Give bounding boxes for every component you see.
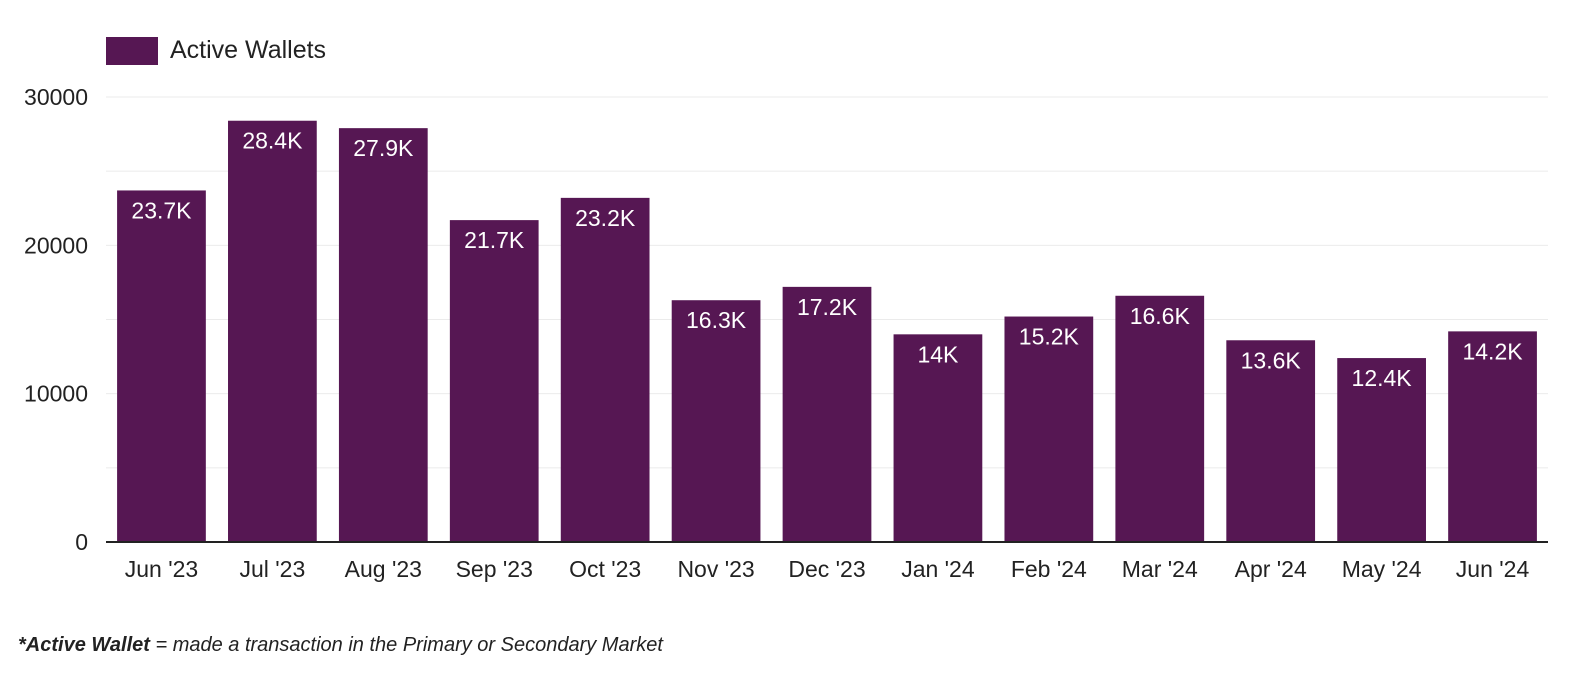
x-tick-label: Feb '24	[1011, 556, 1087, 582]
bar	[228, 120, 317, 542]
data-label: 13.6K	[1241, 347, 1302, 373]
x-tick-label: Sep '23	[456, 556, 533, 582]
x-tick-label: Jul '23	[240, 556, 306, 582]
x-tick-label: Jan '24	[901, 556, 975, 582]
bar	[1004, 316, 1094, 542]
data-label: 23.7K	[131, 197, 192, 223]
x-tick-label: Aug '23	[345, 556, 422, 582]
x-tick-label: Nov '23	[677, 556, 754, 582]
bar	[560, 197, 650, 542]
data-label: 17.2K	[797, 294, 858, 320]
footnote-term: *Active Wallet	[18, 634, 150, 656]
data-label: 14.2K	[1462, 338, 1523, 364]
x-tick-label: May '24	[1342, 556, 1422, 582]
data-label: 14K	[917, 341, 959, 367]
bar	[1115, 295, 1205, 542]
legend-swatch	[106, 36, 158, 65]
bar	[1337, 358, 1426, 542]
x-tick-label: Jun '23	[125, 556, 198, 582]
data-label: 12.4K	[1352, 365, 1413, 391]
bar	[1226, 340, 1316, 542]
bar	[117, 190, 206, 542]
x-tick-label: Jun '24	[1456, 556, 1530, 582]
x-tick-label: Oct '23	[569, 556, 641, 582]
bar	[449, 220, 539, 542]
bar	[671, 300, 761, 542]
footnote-text: = made a transaction in the Primary or S…	[149, 634, 663, 656]
bar	[1448, 331, 1537, 542]
data-label: 16.6K	[1130, 303, 1191, 329]
y-tick-label: 30000	[24, 84, 88, 110]
bar	[782, 286, 872, 542]
data-label: 21.7K	[464, 227, 525, 253]
bar	[338, 128, 428, 542]
legend: Active Wallets	[106, 36, 326, 65]
data-label: 23.2K	[575, 205, 636, 231]
y-tick-label: 20000	[24, 232, 88, 258]
y-tick-label: 10000	[24, 381, 88, 407]
data-label: 16.3K	[686, 307, 747, 333]
legend-label: Active Wallets	[170, 36, 327, 64]
data-label: 15.2K	[1019, 324, 1080, 350]
bar	[893, 334, 983, 542]
footnote: *Active Wallet = made a transaction in t…	[18, 634, 663, 657]
data-label: 27.9K	[353, 135, 414, 161]
x-tick-label: Apr '24	[1235, 556, 1307, 582]
y-tick-label: 0	[75, 529, 88, 555]
x-tick-label: Mar '24	[1122, 556, 1198, 582]
x-tick-label: Dec '23	[788, 556, 865, 582]
data-label: 28.4K	[242, 128, 303, 154]
